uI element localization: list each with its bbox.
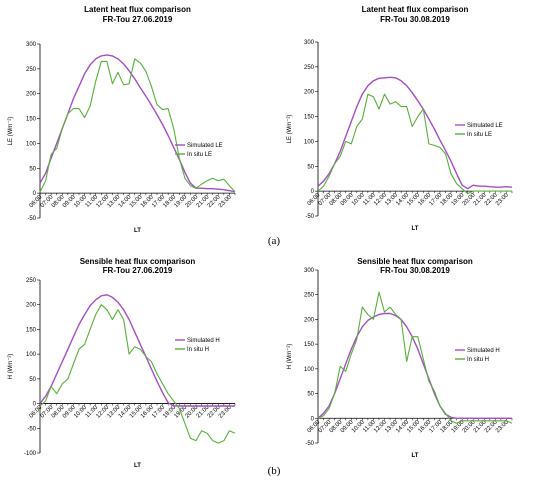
y-axis-label: H (Wm⁻²)	[8, 354, 14, 380]
y-tick-label: 300	[26, 42, 37, 48]
x-axis-label: LT	[412, 226, 419, 232]
y-tick-label: -50	[27, 426, 36, 432]
y-tick-label: 250	[26, 278, 37, 284]
legend-label-insitu: In situ H	[467, 357, 489, 363]
y-tick-label: 250	[304, 65, 315, 71]
y-tick-label: 100	[304, 367, 315, 373]
y-axis-label: LE (Wm⁻²)	[8, 117, 14, 146]
y-tick-label: 200	[304, 317, 315, 323]
legend: Simulated H In situ H	[455, 348, 500, 363]
y-tick-label: -100	[24, 451, 37, 457]
legend: Simulated LE In situ LE	[175, 143, 223, 158]
x-axis-label: LT	[134, 463, 141, 469]
chart-subtitle: FR-Tou 30.08.2019	[380, 15, 450, 24]
x-axis-label: LT	[134, 228, 141, 234]
y-tick-label: 250	[304, 293, 315, 299]
series-line-insitu	[39, 304, 236, 444]
y-tick-label: 150	[304, 115, 315, 121]
y-tick-label: 0	[311, 189, 315, 195]
y-tick-label: 50	[307, 392, 314, 398]
chart-subtitle: FR-Tou 27.06.2019	[103, 266, 173, 275]
y-tick-label: -50	[305, 441, 314, 447]
y-tick-label: 0	[33, 191, 37, 197]
chart-title: Sensible heat flux comparison	[80, 257, 196, 266]
y-tick-label: 100	[26, 141, 37, 147]
series-line-insitu	[317, 93, 512, 195]
y-tick-label: 50	[29, 166, 36, 172]
y-axis-label: LE (Wm⁻²)	[287, 115, 293, 144]
series-line-simulated	[317, 312, 512, 419]
y-tick-label: 100	[304, 139, 315, 145]
y-tick-label: 300	[304, 40, 315, 46]
y-tick-label: 150	[26, 327, 37, 333]
y-tick-label: 150	[26, 117, 37, 123]
series-line-insitu	[39, 58, 236, 193]
y-tick-label: 250	[26, 67, 37, 73]
y-tick-label: 50	[29, 377, 36, 383]
y-tick-label: -50	[27, 216, 36, 222]
y-axis-label: H (Wm⁻²)	[287, 344, 293, 370]
series-line-simulated	[317, 76, 513, 190]
legend-label-simulated: Simulated LE	[187, 143, 223, 149]
y-tick-label: -50	[305, 214, 314, 220]
x-tick-label: 23:00	[495, 192, 510, 207]
series-line-insitu	[317, 291, 513, 424]
chart-subtitle: FR-Tou 30.08.2019	[380, 266, 450, 275]
legend-label-simulated: Simulated LE	[467, 123, 503, 129]
y-tick-label: 50	[307, 164, 314, 170]
y-tick-label: 200	[304, 90, 315, 96]
y-tick-label: 100	[26, 352, 37, 358]
legend-label-insitu: In situ LE	[187, 152, 212, 158]
y-tick-label: 200	[26, 303, 37, 309]
legend-label-simulated: Simulated H	[467, 348, 500, 354]
series-line-simulated	[39, 294, 235, 407]
panel-label-b: (b)	[268, 465, 281, 477]
chart-subtitle: FR-Tou 27.06.2019	[103, 15, 173, 24]
legend: Simulated H In situ H	[175, 338, 220, 353]
chart-title: Latent heat flux comparison	[362, 5, 469, 14]
legend: Simulated LE In situ LE	[455, 123, 503, 138]
x-tick-label: 23:00	[218, 194, 233, 209]
legend-label-insitu: In situ H	[187, 347, 209, 353]
y-tick-label: 300	[304, 268, 315, 274]
y-tick-label: 150	[304, 342, 315, 348]
series-line-simulated	[39, 54, 236, 193]
legend-label-simulated: Simulated H	[187, 338, 220, 344]
y-tick-label: 0	[33, 402, 37, 408]
panel-label-a: (a)	[268, 235, 281, 247]
chart-title: Latent heat flux comparison	[84, 5, 191, 14]
y-tick-label: 0	[311, 416, 315, 422]
legend-label-insitu: In situ LE	[467, 132, 492, 138]
x-axis-label: LT	[412, 453, 419, 459]
y-tick-label: 200	[26, 92, 37, 98]
chart-title: Sensible heat flux comparison	[357, 257, 473, 266]
